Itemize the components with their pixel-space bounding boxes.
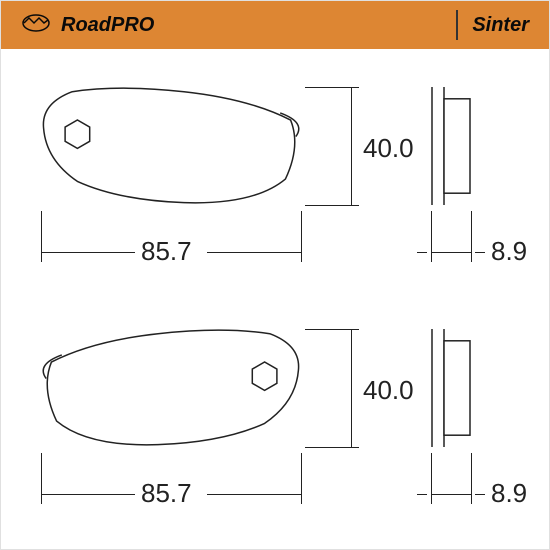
dim-line [475, 252, 485, 253]
thickness-dimension: 8.9 [491, 236, 527, 267]
dim-line [431, 252, 471, 253]
dim-line [41, 252, 135, 253]
dim-line [417, 494, 427, 495]
brand-label: RoadPRO [61, 14, 154, 37]
header-right: Sinter [456, 10, 529, 40]
diagram-row-0: 85.7 40.0 8.9 [1, 87, 549, 287]
dim-extension [471, 211, 472, 262]
dim-extension [301, 211, 302, 262]
dim-line [41, 494, 135, 495]
variant-label: Sinter [472, 14, 529, 37]
brake-pad-face [41, 87, 301, 205]
header-left: RoadPRO [21, 13, 154, 38]
dim-line [207, 494, 301, 495]
dim-extension [41, 211, 42, 262]
container: RoadPRO Sinter 85.7 40.0 8.9 85.7 40.0 8.9 [0, 0, 550, 550]
height-dimension: 40.0 [363, 375, 414, 406]
brake-pad-face [41, 329, 301, 447]
dim-line [351, 87, 352, 205]
brand-logo-icon [21, 13, 51, 38]
dim-extension [471, 453, 472, 504]
dim-line [207, 252, 301, 253]
dim-line [417, 252, 427, 253]
dim-extension [305, 447, 359, 448]
dim-line [351, 329, 352, 447]
brake-pad-side [431, 329, 471, 447]
dim-line [475, 494, 485, 495]
diagram-area: 85.7 40.0 8.9 85.7 40.0 8.9 [1, 49, 549, 549]
thickness-dimension: 8.9 [491, 478, 527, 509]
dim-extension [305, 205, 359, 206]
dim-line [431, 494, 471, 495]
diagram-row-1: 85.7 40.0 8.9 [1, 329, 549, 529]
dim-extension [431, 453, 432, 504]
width-dimension: 85.7 [141, 236, 192, 267]
dim-extension [41, 453, 42, 504]
width-dimension: 85.7 [141, 478, 192, 509]
brake-pad-side [431, 87, 471, 205]
header-separator [456, 10, 458, 40]
dim-extension [431, 211, 432, 262]
height-dimension: 40.0 [363, 133, 414, 164]
dim-extension [301, 453, 302, 504]
header-bar: RoadPRO Sinter [1, 1, 549, 49]
